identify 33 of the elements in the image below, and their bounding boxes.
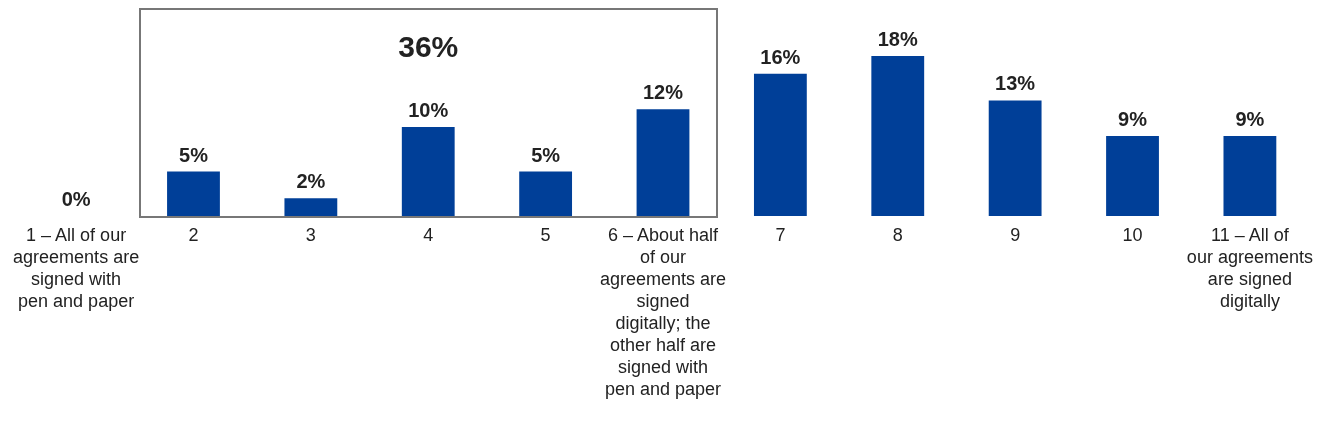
data-label: 0% bbox=[61, 188, 91, 210]
data-label: 13% bbox=[995, 72, 1036, 95]
data-label: 9% bbox=[1118, 108, 1148, 130]
x-tick-label: 4 bbox=[423, 224, 434, 245]
data-label: 5% bbox=[531, 143, 561, 166]
bar bbox=[401, 127, 455, 216]
x-tick-label: 3 bbox=[305, 224, 316, 245]
x-tick-label: 10 bbox=[1122, 224, 1143, 245]
bar bbox=[988, 100, 1042, 216]
data-label: 2% bbox=[296, 170, 326, 193]
bar bbox=[167, 171, 220, 216]
x-tick-label: 6 – About half of our agreements are signed digitally; the other half are signed with pen and paper bbox=[599, 224, 727, 399]
data-label: 9% bbox=[1235, 108, 1265, 130]
x-tick-label: 7 bbox=[775, 224, 786, 245]
bar bbox=[871, 56, 925, 216]
x-tick-label: 1 – All of our agreements are signed with pen and paper bbox=[13, 224, 140, 311]
x-tick-label: 8 bbox=[892, 224, 903, 245]
bar bbox=[1106, 136, 1159, 216]
data-label: 12% bbox=[642, 81, 684, 104]
x-tick-label: 11 – All of our agreements are signed digitally bbox=[1186, 224, 1313, 311]
data-label: 18% bbox=[877, 28, 918, 50]
data-label: 16% bbox=[760, 45, 801, 68]
bar bbox=[636, 109, 690, 216]
x-tick-label: 5 bbox=[540, 224, 551, 245]
annotation: 36% bbox=[398, 30, 459, 64]
x-tick-label: 2 bbox=[188, 224, 199, 245]
data-label: 10% bbox=[408, 99, 449, 122]
data-label: 5% bbox=[179, 143, 209, 166]
bar bbox=[519, 171, 573, 216]
bar bbox=[1223, 136, 1277, 216]
x-tick-label: 9 bbox=[1010, 224, 1021, 245]
bar bbox=[284, 198, 338, 216]
bar bbox=[753, 73, 807, 216]
